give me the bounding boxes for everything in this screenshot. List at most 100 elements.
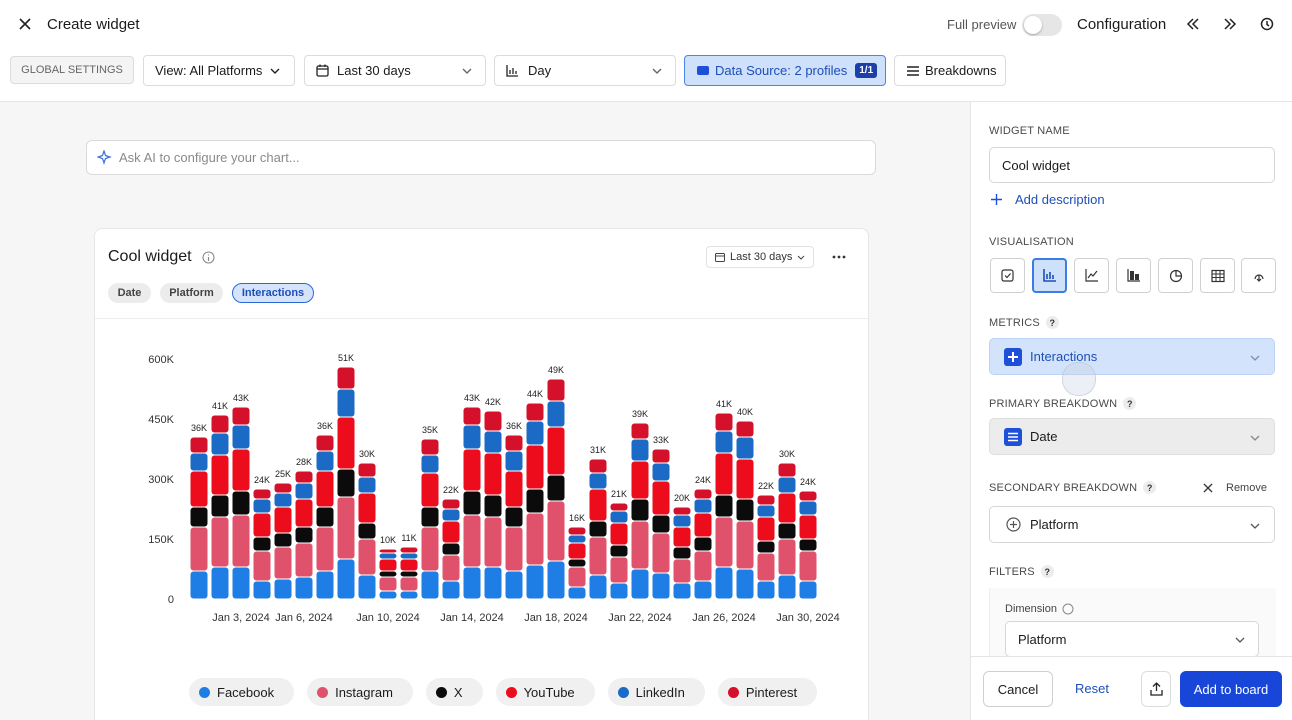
bar-segment — [568, 587, 586, 599]
bar-segment — [190, 471, 208, 507]
legend-item[interactable]: LinkedIn — [607, 678, 705, 706]
breakdowns[interactable]: Breakdowns — [894, 55, 1006, 86]
metric-select[interactable]: Interactions — [989, 338, 1275, 375]
legend-item[interactable]: YouTube — [495, 678, 595, 706]
bar-segment — [610, 503, 628, 511]
bar-segment — [757, 505, 775, 517]
legend-item[interactable]: Instagram — [307, 678, 413, 706]
history-icon[interactable] — [1260, 17, 1274, 31]
view-select[interactable]: View: All Platforms — [143, 55, 295, 86]
remove[interactable]: Remove — [1226, 482, 1267, 494]
interval-select[interactable]: Day — [494, 55, 676, 86]
bar-segment — [505, 571, 523, 599]
bar-segment — [757, 581, 775, 599]
bar-segment — [211, 455, 229, 495]
card-divider — [95, 318, 868, 319]
cancel-button[interactable]: Cancel — [983, 671, 1053, 707]
data-source[interactable]: Data Source: 2 profiles 1/1 — [684, 55, 886, 86]
dimension-select[interactable]: Platform — [1005, 621, 1259, 657]
secondary-value: Platform — [1030, 517, 1079, 532]
bar-segment — [547, 475, 565, 501]
remove-icon[interactable] — [1203, 483, 1213, 493]
chevron — [1250, 355, 1260, 361]
close-icon[interactable] — [19, 18, 31, 30]
bar-segment — [253, 499, 271, 513]
bar-segment — [421, 571, 439, 599]
tab-active[interactable]: Interactions — [232, 283, 314, 303]
bar-segment — [484, 431, 502, 453]
expand-icon[interactable] — [1223, 17, 1237, 31]
bar-segment — [232, 449, 250, 491]
bar-segment — [442, 509, 460, 521]
legend-item[interactable]: X — [425, 678, 483, 706]
more-icon[interactable] — [832, 255, 846, 259]
bar-segment — [379, 559, 397, 571]
legend-swatch — [727, 686, 739, 698]
vis-option[interactable] — [990, 258, 1025, 293]
vis-option-selected[interactable] — [1032, 258, 1067, 293]
help-icon[interactable]: ? — [1123, 397, 1137, 410]
info-icon[interactable] — [202, 251, 215, 264]
add-to-board[interactable]: Add to board — [1180, 671, 1282, 707]
help-icon[interactable]: ? — [1045, 316, 1059, 329]
global-settings[interactable]: GLOBAL SETTINGS — [10, 56, 134, 84]
bar-segment — [295, 483, 313, 499]
bar-total-label: 36K — [317, 421, 333, 431]
legend-label: Pinterest — [745, 684, 798, 700]
bar-total-label: 44K — [527, 389, 543, 399]
bar-segment — [715, 453, 733, 495]
bar-total-label: 11K — [401, 533, 416, 543]
bar-segment — [778, 575, 796, 599]
bar-segment — [547, 401, 565, 427]
vis-option[interactable] — [1158, 258, 1193, 293]
bar-segment — [232, 491, 250, 515]
date-select[interactable]: Last 30 days — [304, 55, 486, 86]
menu-icon — [907, 65, 919, 76]
bar-segment — [400, 553, 418, 559]
bar-segment — [547, 561, 565, 599]
bar-total-label: 51K — [338, 353, 354, 363]
vis-option[interactable] — [1200, 258, 1235, 293]
bar-total-label: 49K — [548, 365, 564, 375]
bar-segment — [358, 463, 376, 477]
reset-button[interactable]: Reset — [1075, 681, 1109, 696]
y-tick-label: 450K — [148, 414, 174, 426]
section-label: PRIMARY BREAKDOWN? — [989, 397, 1137, 410]
widget-date[interactable]: Last 30 days — [706, 246, 814, 268]
legend-item[interactable]: Facebook — [189, 678, 295, 706]
legend-item[interactable]: Pinterest — [717, 678, 818, 706]
bar-segment — [463, 449, 481, 491]
bar-segment — [211, 415, 229, 433]
bar-segment — [610, 511, 628, 523]
toggle[interactable] — [1022, 14, 1062, 36]
widget-name-input[interactable]: Cool widget — [989, 147, 1275, 183]
add-description[interactable]: Add description — [1015, 192, 1105, 207]
primary-select[interactable]: Date — [989, 418, 1275, 455]
cursor-highlight — [1062, 362, 1096, 396]
bar-segment — [610, 545, 628, 557]
tab[interactable]: Platform — [160, 283, 223, 303]
ai-input[interactable]: Ask AI to configure your chart... — [86, 140, 876, 175]
bar-segment — [337, 417, 355, 469]
collapse-icon[interactable] — [1186, 17, 1200, 31]
bar-segment — [799, 581, 817, 599]
calendar-icon — [316, 64, 329, 77]
vis-option[interactable] — [1116, 258, 1151, 293]
x-tick-label: Jan 18, 2024 — [524, 612, 588, 624]
help-icon[interactable]: ? — [1040, 565, 1054, 578]
x-tick-label: Jan 22, 2024 — [608, 612, 672, 624]
help-icon[interactable]: ? — [1143, 481, 1157, 494]
bar-total-label: 22K — [443, 485, 459, 495]
bar-segment — [337, 389, 355, 417]
help-outline-icon[interactable] — [1062, 603, 1074, 615]
bar-segment — [337, 559, 355, 599]
label-text: Dimension — [1005, 603, 1057, 615]
bar-segment — [757, 541, 775, 553]
bar-segment — [484, 567, 502, 599]
bar-segment — [757, 517, 775, 541]
export-button[interactable] — [1141, 671, 1171, 707]
vis-option[interactable] — [1074, 258, 1109, 293]
vis-option[interactable] — [1241, 258, 1276, 293]
secondary-select[interactable]: Platform — [989, 506, 1275, 543]
tab[interactable]: Date — [108, 283, 151, 303]
